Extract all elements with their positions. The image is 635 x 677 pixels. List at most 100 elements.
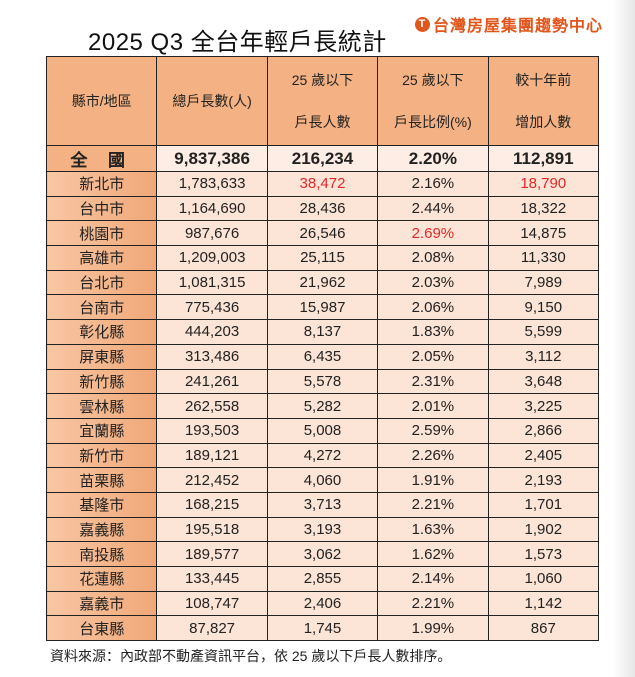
header-label-line1: 較十年前 xyxy=(515,72,572,88)
cell-increase: 14,875 xyxy=(487,220,600,247)
cell-increase: 1,573 xyxy=(487,541,600,567)
cell-increase: 11,330 xyxy=(487,245,600,271)
cell-total: 1,209,003 xyxy=(156,245,268,271)
cell-increase: 3,648 xyxy=(487,368,600,395)
cell-total: 313,486 xyxy=(156,343,268,370)
cell-region: 嘉義縣 xyxy=(45,516,158,543)
cell-young-ratio: 2.20% xyxy=(377,145,489,172)
header-label-line1: 25 歲以下 xyxy=(291,72,354,88)
cell-region: 新竹市 xyxy=(45,442,158,469)
cell-total: 87,827 xyxy=(156,615,268,642)
cell-increase: 1,701 xyxy=(487,491,600,518)
logo-mark-icon: T xyxy=(415,16,430,32)
cell-young-ratio: 2.69% xyxy=(377,220,489,247)
cell-young-count: 25,115 xyxy=(266,245,379,271)
cell-young-count: 28,436 xyxy=(266,195,379,222)
cell-young-count: 4,060 xyxy=(266,467,379,493)
cell-total: 9,837,386 xyxy=(156,145,268,172)
cell-region: 台東縣 xyxy=(45,615,158,642)
cell-young-count: 2,855 xyxy=(266,566,379,592)
cell-increase: 1,060 xyxy=(487,566,600,592)
cell-young-ratio: 2.21% xyxy=(377,491,489,518)
cell-young-count: 3,713 xyxy=(266,491,379,518)
cell-young-ratio: 2.59% xyxy=(377,417,489,444)
cell-total: 1,164,690 xyxy=(156,195,268,222)
cell-increase: 2,193 xyxy=(487,467,600,493)
column-header-young-ratio: 25 歲以下 戶長比例(%) xyxy=(377,56,489,146)
cell-young-ratio: 2.31% xyxy=(377,368,489,395)
table-row: 新竹縣 241,261 5,578 2.31% 3,648 xyxy=(45,368,600,395)
table-row: 台中市 1,164,690 28,436 2.44% 18,322 xyxy=(45,195,600,222)
cell-increase: 112,891 xyxy=(487,145,600,172)
cell-increase: 5,599 xyxy=(487,319,600,345)
cell-increase: 3,225 xyxy=(487,393,600,419)
cell-region: 台北市 xyxy=(45,269,158,296)
table-row: 苗栗縣 212,452 4,060 1.91% 2,193 xyxy=(45,467,600,493)
cell-total: 133,445 xyxy=(156,566,268,592)
table-row: 新北市 1,783,633 38,472 2.16% 18,790 xyxy=(45,171,600,197)
cell-region: 新北市 xyxy=(45,171,158,197)
cell-region: 雲林縣 xyxy=(45,393,158,419)
cell-young-ratio: 2.26% xyxy=(377,442,489,469)
column-header-young-count: 25 歲以下 戶長人數 xyxy=(266,56,379,146)
cell-young-count: 3,193 xyxy=(266,516,379,543)
cell-increase: 18,790 xyxy=(487,171,600,197)
cell-region: 南投縣 xyxy=(45,541,158,567)
table-row: 台北市 1,081,315 21,962 2.03% 7,989 xyxy=(45,269,600,296)
cell-young-ratio: 1.63% xyxy=(377,516,489,543)
cell-total: 1,783,633 xyxy=(156,171,268,197)
cell-region: 台中市 xyxy=(45,195,158,222)
page-edge-shadow xyxy=(613,0,635,677)
cell-young-count: 5,578 xyxy=(266,368,379,395)
table-row: 嘉義縣 195,518 3,193 1.63% 1,902 xyxy=(45,516,600,543)
cell-young-count: 26,546 xyxy=(266,220,379,247)
column-header-region: 縣市/地區 xyxy=(45,56,158,146)
cell-young-ratio: 2.01% xyxy=(377,393,489,419)
cell-region: 新竹縣 xyxy=(45,368,158,395)
table-row: 屏東縣 313,486 6,435 2.05% 3,112 xyxy=(45,343,600,370)
table-row: 基隆市 168,215 3,713 2.21% 1,701 xyxy=(45,491,600,518)
cell-increase: 9,150 xyxy=(487,294,600,321)
cell-region: 屏東縣 xyxy=(45,343,158,370)
table-row: 桃園市 987,676 26,546 2.69% 14,875 xyxy=(45,220,600,247)
cell-total: 241,261 xyxy=(156,368,268,395)
cell-young-count: 5,282 xyxy=(266,393,379,419)
source-note: 資料來源：內政部不動產資訊平台，依 25 歲以下戶長人數排序。 xyxy=(50,648,452,664)
cell-young-ratio: 2.05% xyxy=(377,343,489,370)
table-row: 台東縣 87,827 1,745 1.99% 867 xyxy=(45,615,600,642)
cell-total: 444,203 xyxy=(156,319,268,345)
cell-total: 775,436 xyxy=(156,294,268,321)
cell-young-ratio: 2.21% xyxy=(377,590,489,617)
cell-region: 宜蘭縣 xyxy=(45,417,158,444)
cell-young-ratio: 1.83% xyxy=(377,319,489,345)
cell-young-count: 1,745 xyxy=(266,615,379,642)
household-stats-table: 縣市/地區 總戶長數(人) 25 歲以下 戶長人數 25 歲以下 戶長比例(%) 較… xyxy=(45,56,600,642)
table-row: 嘉義市 108,747 2,406 2.21% 1,142 xyxy=(45,590,600,617)
cell-young-count: 6,435 xyxy=(266,343,379,370)
table-row: 宜蘭縣 193,503 5,008 2.59% 2,866 xyxy=(45,417,600,444)
cell-young-count: 216,234 xyxy=(266,145,379,172)
cell-young-ratio: 1.99% xyxy=(377,615,489,642)
header-label-line2: 戶長人數 xyxy=(294,114,351,130)
cell-region: 基隆市 xyxy=(45,491,158,518)
cell-region: 全 國 xyxy=(45,145,158,172)
cell-young-count: 38,472 xyxy=(266,171,379,197)
cell-increase: 7,989 xyxy=(487,269,600,296)
cell-total: 262,558 xyxy=(156,393,268,419)
header-label: 總戶長數(人) xyxy=(172,93,252,109)
cell-region: 台南市 xyxy=(45,294,158,321)
cell-increase: 2,405 xyxy=(487,442,600,469)
cell-increase: 1,142 xyxy=(487,590,600,617)
table-row: 南投縣 189,577 3,062 1.62% 1,573 xyxy=(45,541,600,567)
cell-region: 苗栗縣 xyxy=(45,467,158,493)
column-header-total: 總戶長數(人) xyxy=(156,56,268,146)
cell-region: 嘉義市 xyxy=(45,590,158,617)
cell-total: 108,747 xyxy=(156,590,268,617)
header-label-line2: 增加人數 xyxy=(515,114,572,130)
cell-young-ratio: 2.06% xyxy=(377,294,489,321)
table-row: 高雄市 1,209,003 25,115 2.08% 11,330 xyxy=(45,245,600,271)
cell-young-ratio: 2.16% xyxy=(377,171,489,197)
table-row: 彰化縣 444,203 8,137 1.83% 5,599 xyxy=(45,319,600,345)
logo-text: 台灣房屋集團趨勢中心 xyxy=(433,18,604,35)
table-row: 花蓮縣 133,445 2,855 2.14% 1,060 xyxy=(45,566,600,592)
